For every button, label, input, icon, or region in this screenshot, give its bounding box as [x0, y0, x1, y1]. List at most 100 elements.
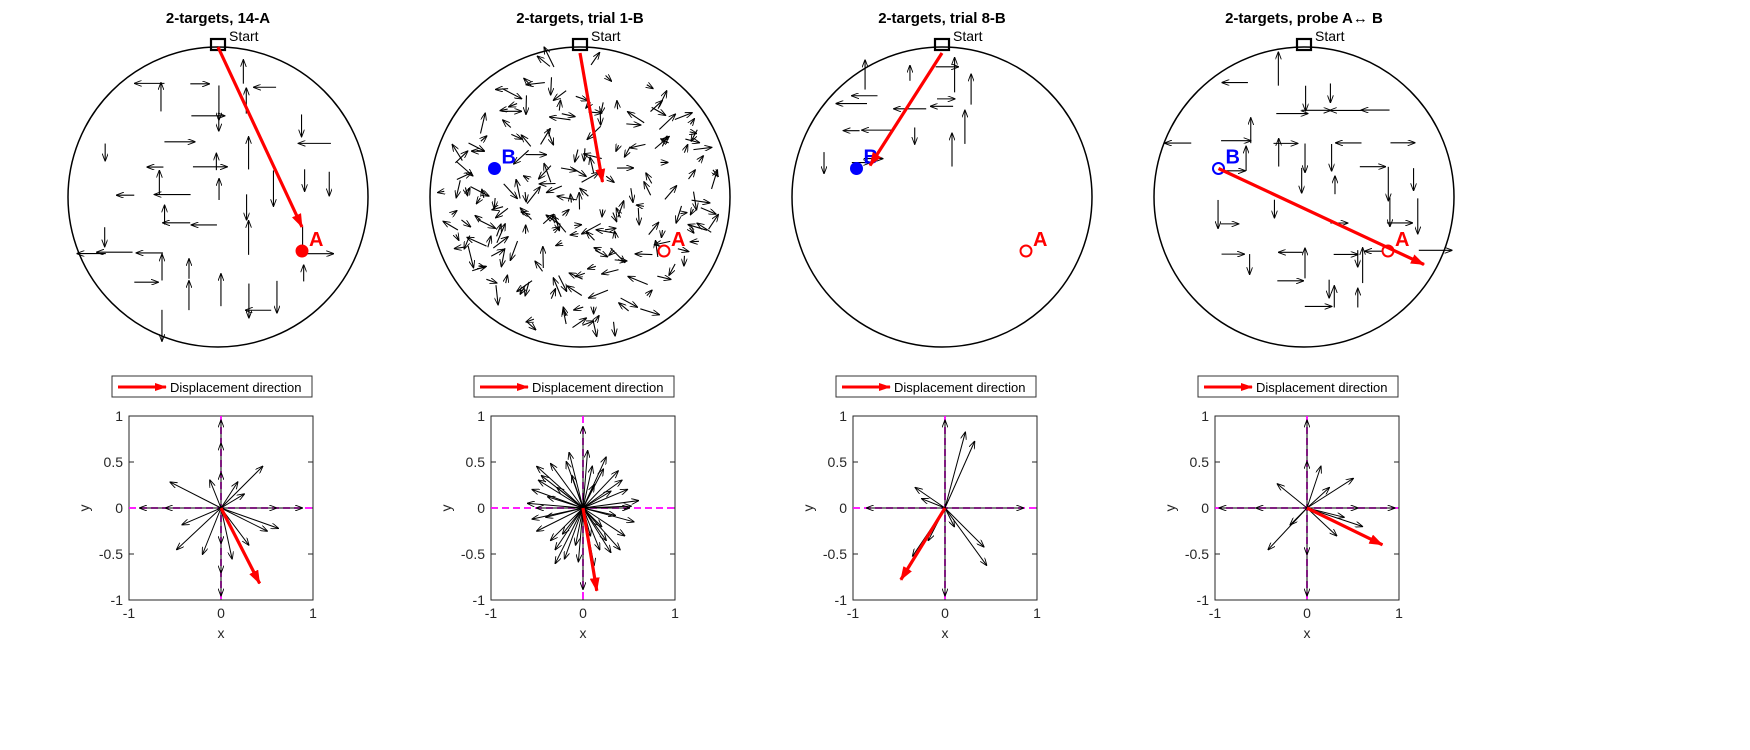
- vector-field: [824, 58, 971, 173]
- field-arrow: [594, 249, 607, 256]
- field-arrow: [553, 278, 562, 298]
- field-arrow: [617, 101, 618, 110]
- field-arrow: [509, 104, 518, 107]
- field-arrow: [488, 236, 491, 248]
- field-arrow: [546, 129, 553, 144]
- field-arrow: [475, 216, 480, 220]
- field-arrow: [650, 101, 662, 112]
- map-panel-3: 2-targets, trial 8-B Start BA: [791, 10, 1093, 348]
- y-tick-label: 0.5: [104, 454, 124, 470]
- displacement-vector: [219, 507, 262, 585]
- direction-vector: [578, 507, 584, 561]
- direction-vector: [537, 467, 584, 509]
- legend-box: [111, 375, 313, 398]
- field-arrow: [677, 249, 688, 252]
- field-arrow: [502, 88, 521, 99]
- field-arrow: [456, 234, 459, 240]
- field-arrow: [614, 321, 616, 336]
- field-arrow: [680, 213, 686, 214]
- direction-vector: [170, 482, 222, 509]
- field-arrow: [615, 231, 616, 238]
- direction-vector: [210, 480, 222, 509]
- field-arrow: [482, 190, 484, 198]
- direction-vector: [916, 488, 946, 509]
- field-arrow: [556, 243, 562, 246]
- field-arrow: [467, 238, 487, 247]
- field-arrow: [559, 101, 560, 111]
- targets: BA: [1212, 147, 1409, 258]
- field-arrow: [605, 176, 614, 182]
- direction-vector: [944, 507, 954, 526]
- field-arrow: [454, 151, 467, 164]
- field-arrow: [630, 144, 646, 147]
- x-tick-label: 1: [1395, 605, 1403, 621]
- target-a-marker: [295, 244, 309, 258]
- legend-box: [835, 375, 1037, 398]
- field-arrow: [522, 212, 531, 214]
- direction-vector: [582, 451, 588, 509]
- direction-vector: [1278, 484, 1308, 509]
- y-tick-label: 0: [115, 500, 123, 516]
- direction-vector: [944, 507, 984, 547]
- y-tick-label: 0: [839, 500, 847, 516]
- direction-vector: [548, 497, 584, 509]
- direction-vector: [563, 507, 584, 534]
- field-arrow: [628, 277, 648, 286]
- field-arrow: [490, 249, 504, 257]
- field-arrow: [697, 223, 712, 233]
- field-arrow: [691, 209, 694, 214]
- field-arrow: [553, 227, 559, 230]
- displacement-arrow: [578, 52, 606, 183]
- field-arrow: [467, 188, 470, 195]
- target-b-marker: [488, 162, 501, 175]
- field-arrow: [526, 95, 527, 114]
- compass-plot-3: -1 0 1 1 0.5 0 -0.5 -1 x y: [800, 408, 1041, 641]
- field-arrow: [461, 219, 470, 227]
- direction-vector: [944, 507, 986, 565]
- field-arrow: [594, 248, 600, 250]
- field-arrow: [661, 230, 662, 237]
- field-arrow: [550, 117, 571, 120]
- field-arrow: [571, 167, 586, 177]
- y-tick-label: 0.5: [466, 454, 486, 470]
- compass-plot-2: -1 0 1 1 0.5 0 -0.5 -1 x y: [438, 408, 679, 641]
- map-title: 2-targets, 14-A: [166, 10, 270, 27]
- field-arrow: [571, 194, 572, 203]
- direction-vector: [182, 507, 222, 525]
- field-arrow: [606, 75, 612, 80]
- field-arrow: [646, 173, 653, 184]
- field-arrow: [616, 208, 620, 218]
- direction-vector: [582, 507, 620, 549]
- field-arrow: [479, 114, 485, 134]
- field-arrow: [647, 85, 653, 89]
- direction-vector: [576, 507, 584, 545]
- direction-vector: [220, 494, 244, 509]
- y-tick-label: 1: [839, 408, 847, 424]
- direction-vector: [220, 507, 232, 559]
- x-axis-label: x: [218, 625, 225, 641]
- field-arrow: [602, 269, 619, 274]
- field-arrow: [708, 215, 719, 230]
- start-label: Start: [953, 28, 983, 44]
- field-arrow: [551, 77, 552, 94]
- field-arrow: [654, 137, 669, 150]
- direction-vector: [944, 433, 965, 509]
- field-arrow: [625, 146, 630, 157]
- target-b-marker: [850, 162, 863, 175]
- field-arrow: [586, 232, 595, 241]
- y-tick-label: 1: [115, 408, 123, 424]
- field-arrow: [501, 248, 505, 266]
- arena-circle: [791, 46, 1093, 348]
- field-arrow: [572, 318, 587, 329]
- start-marker: [1295, 37, 1313, 52]
- direction-vector: [1290, 507, 1308, 525]
- x-axis-label: x: [1304, 625, 1311, 641]
- field-arrow: [644, 182, 652, 196]
- field-arrow: [560, 168, 576, 171]
- x-tick-label: 1: [309, 605, 317, 621]
- field-arrow: [500, 109, 507, 110]
- field-arrow: [517, 280, 533, 292]
- field-arrow: [589, 289, 609, 298]
- direction-vector: [582, 507, 615, 515]
- field-arrow: [688, 170, 696, 180]
